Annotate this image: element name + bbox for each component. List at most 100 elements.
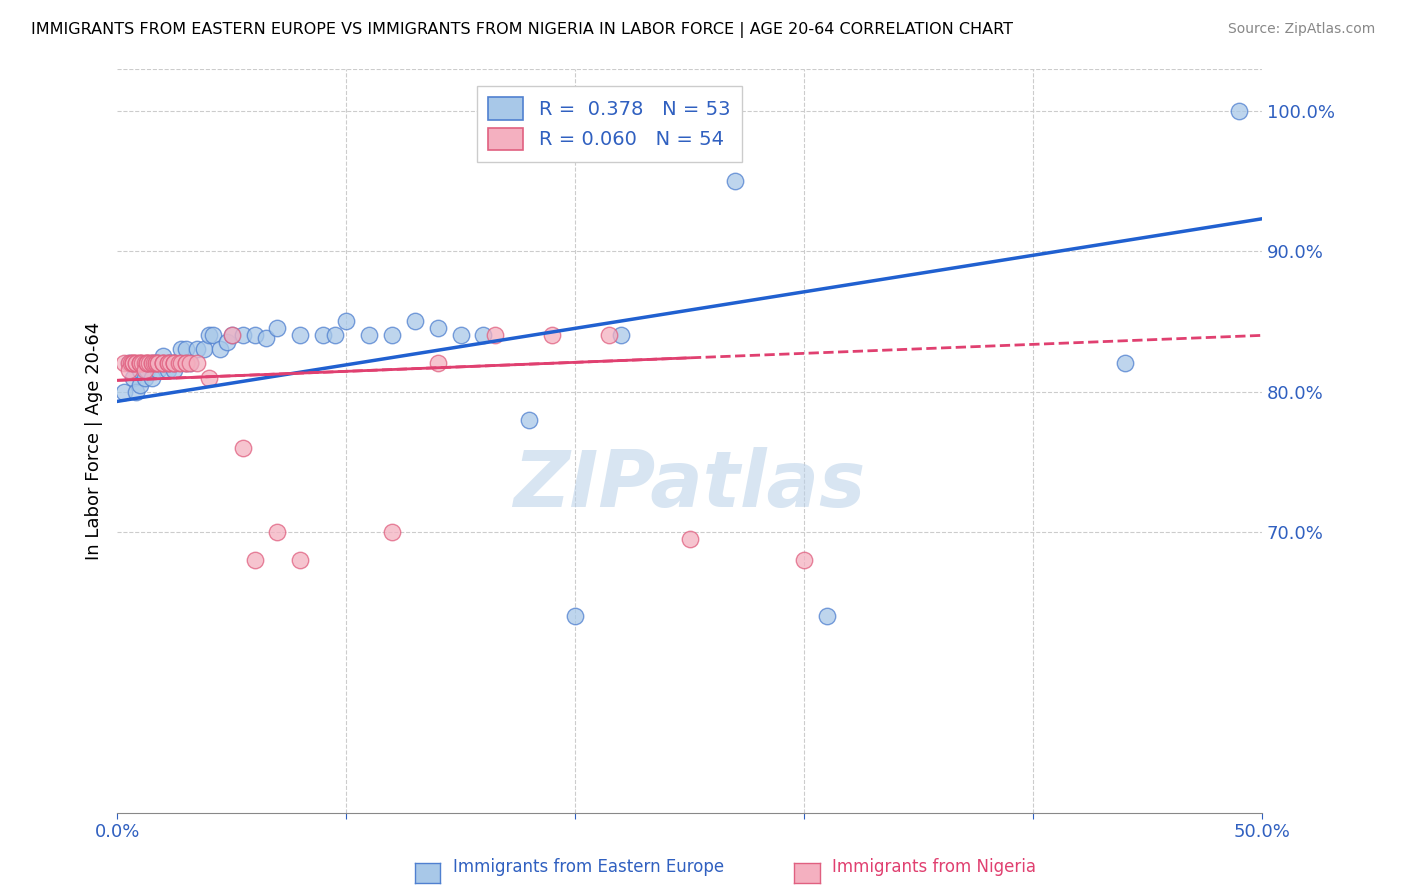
Point (484, 328, 506, 343)
Point (217, 335, 239, 350)
Point (232, 441, 254, 455)
Point (290, 553, 312, 567)
Y-axis label: In Labor Force | Age 20-64: In Labor Force | Age 20-64 (86, 322, 103, 560)
Point (426, 356, 449, 370)
Point (136, 363, 159, 377)
Point (156, 356, 179, 370)
Point (141, 370, 163, 384)
Point (163, 363, 186, 377)
Point (517, 412, 540, 426)
Point (141, 356, 163, 370)
Point (170, 356, 193, 370)
Point (472, 328, 495, 343)
Point (117, 363, 139, 377)
Point (124, 356, 146, 370)
Point (148, 356, 170, 370)
Point (159, 356, 181, 370)
Point (163, 356, 186, 370)
Point (122, 370, 145, 384)
Point (254, 331, 277, 345)
Point (381, 328, 404, 343)
Point (266, 524, 288, 539)
Point (145, 356, 167, 370)
Point (112, 384, 135, 399)
Point (122, 356, 145, 370)
Point (124, 356, 146, 370)
Point (179, 356, 201, 370)
Point (209, 343, 232, 357)
Point (290, 328, 312, 343)
Point (450, 328, 472, 343)
Point (131, 356, 153, 370)
Text: Immigrants from Nigeria: Immigrants from Nigeria (832, 858, 1036, 876)
Point (793, 553, 815, 567)
Point (232, 328, 254, 343)
Point (323, 328, 346, 343)
Point (426, 321, 449, 335)
Point (186, 343, 208, 357)
Point (120, 356, 142, 370)
Point (156, 363, 179, 377)
Point (724, 174, 747, 188)
Point (134, 356, 156, 370)
Text: ZIPatlas: ZIPatlas (513, 448, 866, 524)
Point (141, 356, 163, 370)
Point (564, 609, 586, 624)
Point (134, 363, 156, 377)
Point (243, 328, 266, 343)
Point (174, 356, 197, 370)
Point (156, 356, 179, 370)
Point (152, 350, 174, 364)
Point (159, 356, 181, 370)
Point (134, 370, 156, 384)
Point (163, 356, 186, 370)
Text: IMMIGRANTS FROM EASTERN EUROPE VS IMMIGRANTS FROM NIGERIA IN LABOR FORCE | AGE 2: IMMIGRANTS FROM EASTERN EUROPE VS IMMIGR… (31, 22, 1012, 38)
Point (148, 363, 170, 377)
Point (129, 356, 152, 370)
Point (335, 314, 357, 328)
Point (145, 356, 167, 370)
Text: Immigrants from Eastern Europe: Immigrants from Eastern Europe (453, 858, 724, 876)
Point (174, 343, 197, 357)
Point (221, 328, 243, 343)
Point (129, 363, 152, 377)
Point (815, 609, 838, 624)
Legend: R =  0.378   N = 53, R = 0.060   N = 54: R = 0.378 N = 53, R = 0.060 N = 54 (477, 86, 742, 161)
Point (610, 328, 633, 343)
Point (312, 328, 335, 343)
Point (163, 356, 186, 370)
Point (152, 356, 174, 370)
Point (197, 370, 219, 384)
Point (117, 356, 139, 370)
Point (678, 532, 700, 546)
Point (202, 328, 225, 343)
Point (170, 343, 193, 357)
Point (129, 356, 152, 370)
Point (163, 356, 186, 370)
Point (152, 356, 174, 370)
Point (357, 328, 380, 343)
Point (163, 356, 186, 370)
Point (167, 356, 190, 370)
Point (152, 356, 174, 370)
Point (122, 356, 145, 370)
Point (138, 356, 160, 370)
Point (117, 356, 139, 370)
Point (136, 356, 159, 370)
Point (186, 356, 208, 370)
Point (112, 356, 135, 370)
Point (404, 314, 426, 328)
Point (136, 356, 159, 370)
Point (136, 356, 159, 370)
Point (152, 356, 174, 370)
Point (193, 343, 215, 357)
Point (124, 384, 146, 399)
Point (266, 321, 288, 335)
Point (174, 356, 197, 370)
Point (145, 356, 167, 370)
Point (122, 356, 145, 370)
Point (142, 356, 165, 370)
Point (141, 356, 163, 370)
Point (156, 356, 179, 370)
Point (179, 356, 201, 370)
